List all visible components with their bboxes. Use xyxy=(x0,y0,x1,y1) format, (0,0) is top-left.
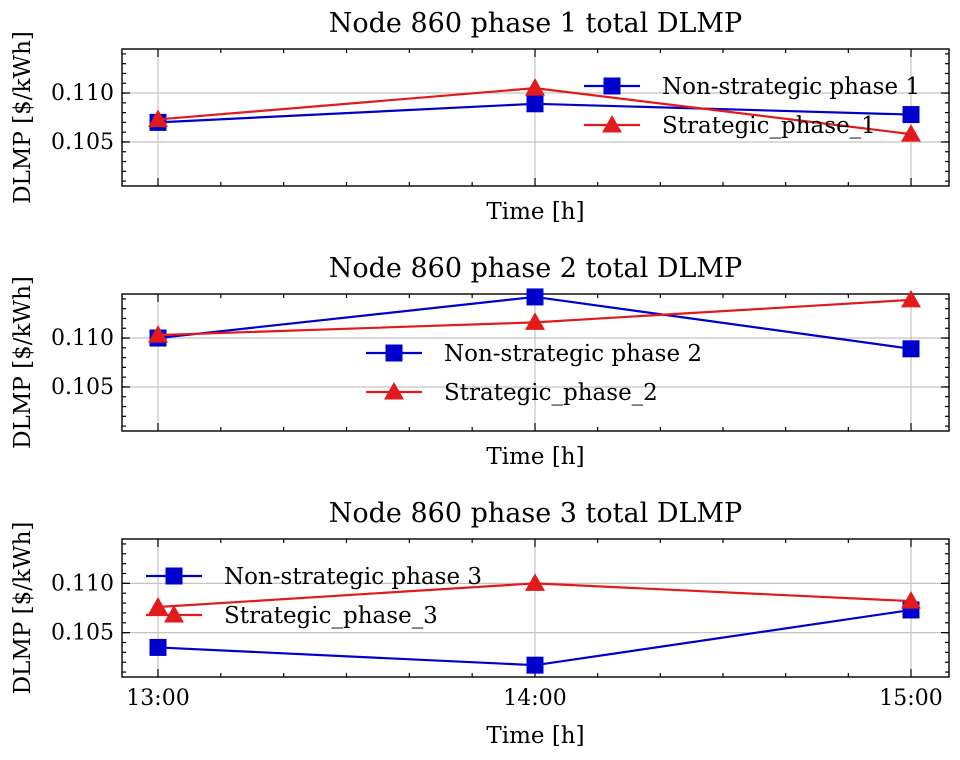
legend-label: Non-strategic phase 3 xyxy=(224,564,482,590)
series-non-strategic xyxy=(149,601,920,674)
legend: Non-strategic phase 1 Strategic_phase_1 xyxy=(584,74,920,139)
data-point xyxy=(148,109,168,127)
legend-entry: Strategic_phase_3 xyxy=(146,603,438,629)
x-tick-label: 13:00 xyxy=(126,686,189,711)
subplot-phase-3: 0.105 0.110 13:00 14:00 15:00 Node 860 phase … xyxy=(10,498,950,749)
y-tick-label: 0.110 xyxy=(51,81,114,106)
data-point xyxy=(901,289,921,308)
y-tick-label: 0.105 xyxy=(51,621,114,646)
y-tick-label: 0.105 xyxy=(51,130,114,155)
data-point xyxy=(902,340,920,358)
legend-marker xyxy=(385,344,403,362)
legend-label: Non-strategic phase 1 xyxy=(662,74,920,100)
data-point xyxy=(148,597,168,615)
legend-label: Non-strategic phase 2 xyxy=(444,341,702,367)
y-axis-label: DLMP [$/kWh] xyxy=(10,276,36,449)
y-tick-label: 0.105 xyxy=(51,375,114,400)
chart-title: Node 860 phase 1 total DLMP xyxy=(329,8,742,39)
data-point xyxy=(901,591,921,609)
legend-entry: Strategic_phase_1 xyxy=(584,113,876,139)
y-axis-label: DLMP [$/kWh] xyxy=(10,522,36,695)
data-point xyxy=(525,312,545,330)
data-point xyxy=(526,95,544,113)
x-axis-label: Time [h] xyxy=(486,444,584,470)
series-strategic xyxy=(148,573,921,615)
legend-entry: Non-strategic phase 2 xyxy=(366,341,702,367)
series-strategic xyxy=(148,78,921,142)
legend: Non-strategic phase 2 Strategic_phase_2 xyxy=(366,341,702,406)
data-point xyxy=(526,656,544,674)
data-point xyxy=(525,78,545,96)
x-tick-label: 15:00 xyxy=(879,686,942,711)
x-axis-label: Time [h] xyxy=(486,199,584,225)
data-point xyxy=(901,124,921,142)
data-point xyxy=(902,106,920,124)
y-axis-label: DLMP [$/kWh] xyxy=(10,31,36,204)
legend-marker xyxy=(602,115,622,133)
legend-label: Strategic_phase_3 xyxy=(224,603,438,629)
legend-marker xyxy=(384,382,404,400)
chart-title: Node 860 phase 3 total DLMP xyxy=(329,498,742,529)
legend-label: Strategic_phase_1 xyxy=(662,113,876,139)
legend-entry: Non-strategic phase 3 xyxy=(146,564,482,590)
subplot-phase-2: 0.105 0.110 Node 860 phase 2 total DLMP Tim… xyxy=(10,253,950,470)
data-point xyxy=(525,573,545,591)
legend: Non-strategic phase 3 Strategic_phase_3 xyxy=(146,564,482,629)
y-tick-label: 0.110 xyxy=(51,571,114,596)
legend-entry: Strategic_phase_2 xyxy=(366,380,658,406)
legend-marker xyxy=(603,77,621,95)
data-point xyxy=(149,638,167,656)
y-tick-label: 0.110 xyxy=(51,326,114,351)
legend-marker xyxy=(165,567,183,585)
series-strategic xyxy=(148,289,921,343)
plot-frame xyxy=(121,538,950,678)
legend-label: Strategic_phase_2 xyxy=(444,380,658,406)
legend-entry: Non-strategic phase 1 xyxy=(584,74,920,100)
subplot-phase-1: 0.105 0.110 Node 860 phase 1 total DLMP Tim… xyxy=(10,8,950,225)
chart-title: Node 860 phase 2 total DLMP xyxy=(329,253,742,284)
plot-frame xyxy=(121,48,950,187)
legend-marker xyxy=(164,605,184,623)
data-point xyxy=(148,325,168,343)
x-tick-label: 14:00 xyxy=(503,686,566,711)
data-point xyxy=(526,288,544,306)
x-axis-label: Time [h] xyxy=(486,723,584,749)
